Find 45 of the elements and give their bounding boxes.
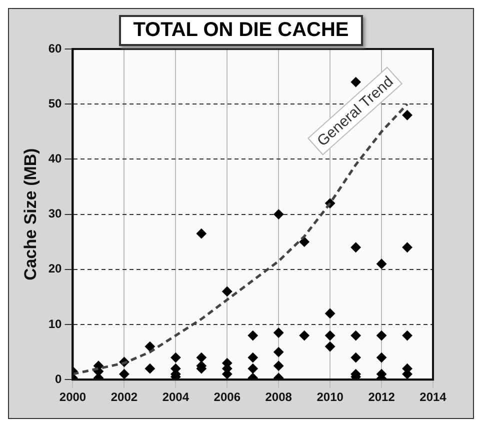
y-tick-label: 30 [48, 206, 62, 221]
point [274, 209, 284, 220]
point [376, 330, 387, 341]
chart-title: TOTAL ON DIE CACHE [119, 15, 363, 46]
point [144, 342, 155, 352]
point [274, 328, 284, 338]
point [170, 352, 181, 363]
y-tick-label: 40 [48, 152, 62, 166]
point [325, 342, 336, 352]
y-tick-label: 10 [48, 316, 62, 331]
point [119, 369, 130, 380]
point [144, 364, 155, 374]
point [248, 352, 258, 363]
point [196, 352, 206, 363]
point [222, 286, 232, 296]
x-tick-label: 2010 [316, 390, 344, 404]
x-tick-label: 2002 [110, 390, 138, 404]
point [402, 110, 412, 120]
x-tick-label: 2008 [265, 390, 292, 404]
point [350, 352, 361, 363]
x-tick-label: 2006 [214, 390, 241, 404]
point [350, 330, 361, 341]
point [248, 364, 258, 374]
point [325, 330, 336, 341]
point [376, 258, 387, 269]
point [196, 228, 206, 239]
point [274, 347, 284, 358]
point [376, 352, 387, 363]
y-tick-label: 50 [48, 96, 62, 110]
x-tick-label: 2004 [162, 390, 190, 404]
point [299, 330, 310, 341]
y-tick-label: 0 [55, 372, 62, 386]
y-axis-title: Cache Size (MB) [20, 148, 40, 280]
point [402, 330, 412, 341]
point [402, 242, 412, 252]
point [299, 236, 310, 247]
x-tick-label: 2014 [420, 390, 447, 404]
point [248, 330, 258, 341]
point [274, 360, 284, 371]
x-tick-label: 2000 [59, 390, 86, 404]
point [325, 308, 336, 318]
point [350, 242, 361, 252]
x-tick-label: 2012 [368, 390, 396, 404]
y-tick-label: 60 [48, 41, 62, 56]
y-tick-label: 20 [48, 262, 62, 276]
